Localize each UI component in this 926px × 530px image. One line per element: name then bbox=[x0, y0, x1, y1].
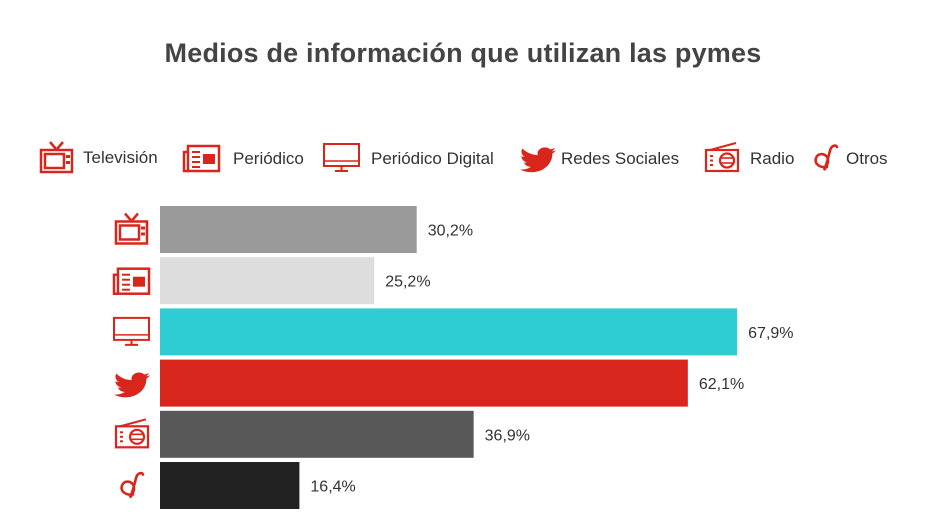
monitor-icon bbox=[113, 316, 150, 346]
tv-icon bbox=[114, 212, 149, 245]
bar-value-label-1: 25,2% bbox=[385, 274, 430, 291]
monitor-icon bbox=[323, 143, 360, 172]
bar-value-label-0: 30,2% bbox=[428, 223, 473, 240]
bar-3 bbox=[160, 359, 688, 407]
legend-label-radio: Radio bbox=[750, 149, 795, 168]
otros-icon bbox=[120, 471, 145, 499]
newspaper-icon bbox=[112, 267, 151, 295]
legend-label-otros: Otros bbox=[846, 149, 888, 168]
chart-title: Medios de información que utilizan las p… bbox=[164, 38, 762, 68]
bar-value-label-5: 16,4% bbox=[310, 479, 355, 496]
bar-value-label-3: 62,1% bbox=[699, 376, 744, 393]
tv-icon bbox=[39, 141, 74, 174]
bar-2 bbox=[160, 308, 738, 356]
radio-icon bbox=[114, 418, 150, 449]
otros-icon bbox=[814, 144, 839, 171]
bar-value-label-4: 36,9% bbox=[485, 427, 530, 444]
newspaper-icon bbox=[182, 144, 221, 173]
bar-5 bbox=[160, 462, 300, 509]
bar-value-label-2: 67,9% bbox=[748, 325, 793, 342]
radio-icon bbox=[704, 142, 740, 173]
bar-1 bbox=[160, 257, 375, 305]
twitter-bird-icon bbox=[520, 147, 556, 173]
bar-0 bbox=[160, 206, 417, 253]
legend-label-periodico-digital: Periódico Digital bbox=[371, 149, 494, 168]
legend-label-periodico: Periódico bbox=[233, 149, 304, 168]
legend-label-television: Televisión bbox=[83, 148, 158, 167]
bar-4 bbox=[160, 410, 474, 458]
legend-label-redes-sociales: Redes Sociales bbox=[561, 149, 680, 168]
twitter-bird-icon bbox=[114, 372, 150, 398]
